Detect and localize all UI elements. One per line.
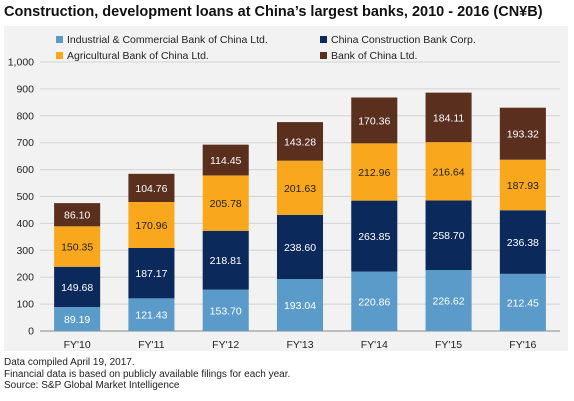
bar-segment (276, 160, 324, 215)
bar-value-label: 150.35 (61, 242, 93, 254)
bar-segment (54, 203, 101, 227)
bar-segment (499, 107, 546, 160)
y-tick-label: 1,000 (8, 57, 34, 69)
chart-area: Industrial & Commercial Bank of China Lt… (4, 26, 568, 351)
bar-value-label: 218.81 (210, 255, 242, 267)
bar-value-label: 104.76 (135, 183, 167, 195)
bar-segment (202, 175, 249, 231)
chart-title: Construction, development loans at China… (4, 4, 543, 20)
bar-segment (276, 214, 324, 280)
legend-swatch (320, 36, 327, 43)
bar-value-label: 238.60 (284, 242, 316, 254)
y-tick-label: 200 (16, 272, 34, 284)
bar-value-label: 216.64 (433, 166, 465, 178)
legend-label: China Construction Bank Corp. (331, 34, 476, 46)
bar-segment (425, 92, 472, 143)
bar-value-label: 153.70 (210, 305, 242, 317)
footer-filings-note: Financial data is based on publicly avai… (4, 368, 291, 380)
bar-value-label: 205.78 (210, 198, 242, 210)
legend-label: Industrial & Commercial Bank of China Lt… (67, 34, 268, 46)
y-tick-label: 700 (16, 137, 34, 149)
x-tick-label: FY'15 (435, 339, 462, 351)
bar-segment (499, 159, 546, 211)
x-tick-label: FY'14 (361, 339, 388, 351)
x-tick-label: FY'12 (212, 339, 239, 351)
bar-value-label: 263.85 (358, 231, 390, 243)
bar-value-label: 236.38 (507, 237, 539, 249)
x-tick-label: FY'16 (509, 339, 536, 351)
bar-segment (128, 298, 175, 331)
legend-swatch (56, 52, 63, 59)
bar-value-label: 86.10 (64, 210, 90, 222)
bar-value-label: 170.96 (135, 220, 167, 232)
bar-segment (351, 200, 398, 272)
x-axis: FY'10 FY'11 FY'12 FY'13 FY'14 FY'15 FY'16 (64, 339, 537, 351)
y-tick-label: 800 (16, 110, 34, 122)
bars: 89.19 149.68 150.35 86.10 121.43 187.17 170.96… (54, 92, 546, 331)
footer-date-note: Data compiled April 19, 2017. (4, 357, 135, 368)
bar-segment (202, 144, 249, 176)
bar-segment (202, 289, 249, 331)
bar-value-label: 201.63 (284, 183, 316, 195)
y-tick-label: 500 (16, 191, 34, 203)
y-tick-label: 300 (16, 245, 34, 257)
x-tick-label: FY'10 (64, 339, 91, 351)
bar-value-label: 212.96 (358, 167, 390, 179)
y-tick-label: 100 (16, 299, 34, 311)
bar-value-label: 121.43 (135, 310, 167, 322)
bar-value-label: 114.45 (210, 155, 241, 167)
bar-segment (351, 143, 398, 201)
bar-segment (54, 226, 101, 267)
bar-segment (54, 266, 101, 308)
legend-label: Agricultural Bank of China Ltd. (67, 50, 209, 62)
bar-segment (276, 279, 324, 331)
bar-segment (128, 173, 175, 202)
bar-segment (425, 142, 472, 201)
bar-value-label: 187.17 (135, 268, 167, 280)
bar-value-label: 170.36 (358, 115, 390, 127)
bar-segment (425, 270, 472, 331)
bar-segment (276, 122, 324, 161)
bar-segment (351, 271, 398, 331)
legend: Industrial & Commercial Bank of China Lt… (56, 34, 476, 62)
bar-value-label: 212.45 (507, 297, 539, 309)
bar-value-label: 226.62 (433, 296, 465, 308)
bar-value-label: 143.28 (284, 136, 316, 148)
bar-value-label: 193.32 (507, 129, 539, 141)
footer-source: Source: S&P Global Market Intelligence (4, 380, 180, 391)
bar-value-label: 149.68 (61, 282, 93, 294)
bar-segment (128, 201, 175, 248)
bar-value-label: 184.11 (433, 112, 464, 124)
bar-segment (351, 97, 398, 144)
bar-segment (499, 210, 546, 274)
y-tick-label: 400 (16, 218, 34, 230)
bar-value-label: 220.86 (358, 296, 390, 308)
y-tick-label: 900 (16, 83, 34, 95)
bar-value-label: 89.19 (64, 314, 90, 326)
bar-segment (54, 307, 101, 331)
bar-segment (425, 200, 472, 271)
legend-label: Bank of China Ltd. (331, 50, 417, 62)
bar-value-label: 258.70 (433, 230, 465, 242)
legend-swatch (56, 36, 63, 43)
bar-segment (202, 230, 249, 290)
stacked-bar-chart: Industrial & Commercial Bank of China Lt… (8, 34, 560, 351)
footer-notes: Data compiled April 19, 2017. Financial … (4, 357, 570, 392)
y-tick-label: 600 (16, 164, 34, 176)
x-tick-label: FY'13 (286, 339, 313, 351)
x-tick-label: FY'11 (138, 339, 164, 351)
legend-swatch (320, 52, 327, 59)
bar-segment (128, 247, 175, 299)
y-tick-label: 0 (28, 326, 34, 338)
bar-segment (499, 273, 546, 331)
bar-value-label: 187.93 (507, 180, 539, 192)
bar-value-label: 193.04 (284, 300, 316, 312)
